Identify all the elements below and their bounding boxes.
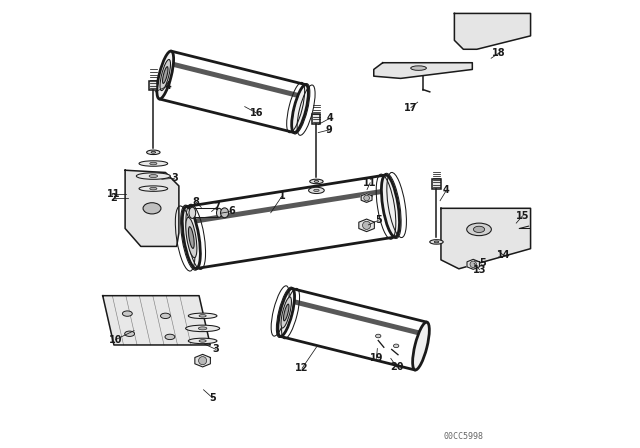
- Circle shape: [364, 195, 369, 201]
- Text: 4: 4: [443, 185, 450, 195]
- Ellipse shape: [430, 240, 444, 244]
- Polygon shape: [125, 170, 179, 246]
- Ellipse shape: [160, 60, 170, 90]
- Text: 7: 7: [214, 202, 220, 212]
- Ellipse shape: [310, 179, 323, 184]
- Ellipse shape: [139, 186, 168, 191]
- Text: 00CC5998: 00CC5998: [444, 432, 483, 441]
- Text: 18: 18: [492, 48, 506, 58]
- Ellipse shape: [314, 181, 319, 182]
- Ellipse shape: [189, 207, 196, 218]
- Text: 10: 10: [109, 335, 122, 345]
- Ellipse shape: [314, 189, 319, 192]
- Text: 5: 5: [375, 215, 381, 225]
- Ellipse shape: [186, 325, 220, 332]
- Text: 6: 6: [228, 207, 235, 216]
- FancyBboxPatch shape: [149, 81, 157, 90]
- Ellipse shape: [188, 313, 217, 319]
- Ellipse shape: [149, 175, 157, 177]
- Text: 1: 1: [278, 191, 285, 201]
- FancyBboxPatch shape: [312, 114, 321, 124]
- Ellipse shape: [122, 311, 132, 316]
- Text: 20: 20: [390, 362, 404, 372]
- Ellipse shape: [474, 226, 484, 233]
- Ellipse shape: [199, 340, 206, 342]
- Ellipse shape: [413, 322, 429, 370]
- Ellipse shape: [188, 338, 217, 344]
- Ellipse shape: [139, 161, 168, 166]
- Ellipse shape: [376, 334, 381, 338]
- Ellipse shape: [216, 208, 222, 217]
- Text: 5: 5: [209, 393, 216, 403]
- Ellipse shape: [411, 66, 426, 70]
- Text: 15: 15: [516, 211, 529, 221]
- Text: 17: 17: [404, 103, 418, 112]
- Ellipse shape: [435, 241, 439, 243]
- Polygon shape: [454, 13, 531, 49]
- Ellipse shape: [221, 208, 228, 218]
- Circle shape: [470, 261, 476, 267]
- Circle shape: [198, 357, 207, 365]
- Ellipse shape: [136, 173, 170, 179]
- Text: 12: 12: [295, 363, 309, 373]
- Ellipse shape: [467, 223, 492, 236]
- Ellipse shape: [143, 202, 161, 214]
- Ellipse shape: [157, 51, 173, 99]
- Polygon shape: [441, 208, 531, 269]
- Text: 9: 9: [326, 125, 332, 135]
- Text: 14: 14: [497, 250, 511, 260]
- Ellipse shape: [381, 175, 399, 237]
- Ellipse shape: [308, 187, 324, 194]
- Text: 3: 3: [171, 173, 178, 183]
- Text: 5: 5: [479, 258, 486, 267]
- Ellipse shape: [188, 227, 194, 248]
- Ellipse shape: [292, 85, 308, 133]
- Ellipse shape: [281, 297, 291, 328]
- Ellipse shape: [161, 313, 170, 319]
- Ellipse shape: [394, 344, 399, 348]
- Text: 8: 8: [192, 197, 199, 207]
- FancyBboxPatch shape: [433, 179, 440, 189]
- Ellipse shape: [199, 314, 206, 317]
- Text: 3: 3: [212, 345, 220, 354]
- Circle shape: [362, 221, 371, 229]
- Text: 2: 2: [111, 193, 117, 203]
- Ellipse shape: [165, 334, 175, 340]
- Text: 11: 11: [107, 189, 121, 198]
- Polygon shape: [361, 194, 372, 202]
- Polygon shape: [195, 354, 211, 367]
- Polygon shape: [467, 259, 479, 269]
- Ellipse shape: [125, 331, 134, 336]
- Polygon shape: [374, 63, 472, 78]
- Ellipse shape: [198, 327, 207, 330]
- Ellipse shape: [163, 67, 168, 83]
- Ellipse shape: [150, 162, 157, 165]
- Ellipse shape: [284, 304, 289, 321]
- Ellipse shape: [186, 217, 197, 258]
- Polygon shape: [102, 296, 210, 345]
- Text: 4: 4: [326, 113, 333, 123]
- Text: 13: 13: [473, 265, 486, 275]
- Text: 19: 19: [370, 353, 383, 363]
- Ellipse shape: [182, 207, 200, 268]
- Text: 11: 11: [364, 178, 377, 188]
- Text: 16: 16: [250, 108, 263, 118]
- Ellipse shape: [147, 150, 160, 155]
- Ellipse shape: [278, 289, 294, 336]
- Text: 4: 4: [164, 81, 171, 91]
- Ellipse shape: [151, 151, 156, 153]
- Polygon shape: [359, 219, 374, 232]
- Ellipse shape: [150, 187, 157, 190]
